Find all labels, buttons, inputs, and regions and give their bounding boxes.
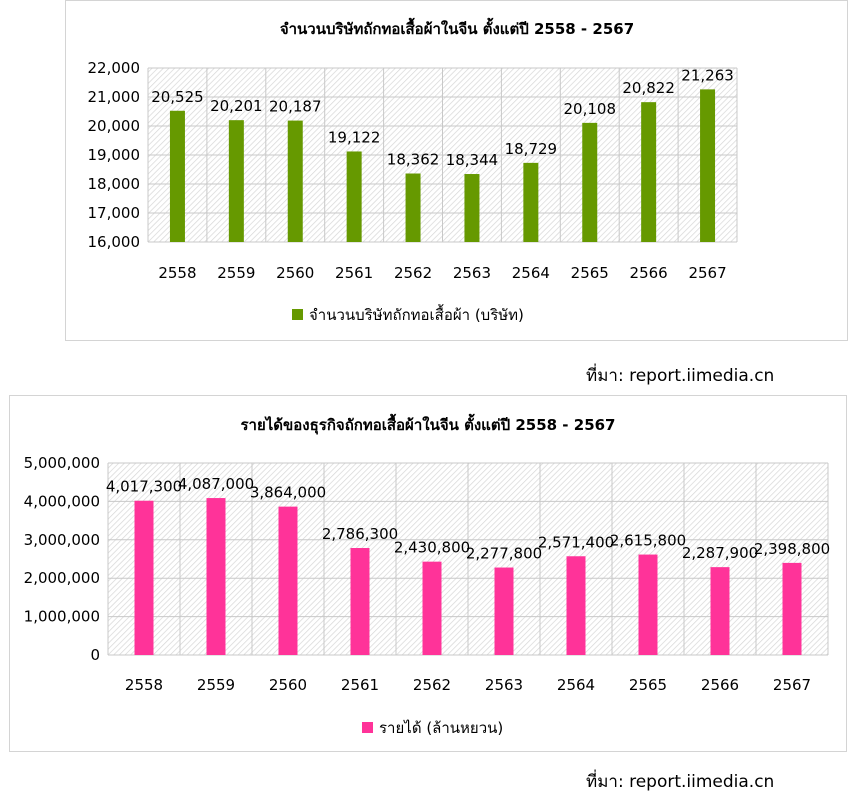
x-tick-label: 2563 xyxy=(485,676,523,694)
data-label: 3,864,000 xyxy=(250,484,326,502)
data-label: 18,729 xyxy=(505,140,558,158)
x-tick-label: 2559 xyxy=(217,264,255,282)
y-tick-label: 18,000 xyxy=(88,175,141,193)
data-label: 2,398,800 xyxy=(754,540,830,558)
bar xyxy=(566,556,586,655)
data-label: 21,263 xyxy=(681,66,734,84)
y-tick-label: 0 xyxy=(90,646,100,664)
data-label: 4,087,000 xyxy=(178,475,254,493)
y-tick-label: 21,000 xyxy=(88,88,141,106)
x-tick-label: 2562 xyxy=(413,676,451,694)
bar xyxy=(710,567,730,655)
bar xyxy=(228,120,244,242)
chart-company-count-svg: จำนวนบริษัทถักทอเสื้อผ้าในจีน ตั้งแต่ปี … xyxy=(88,17,738,324)
data-label: 19,122 xyxy=(328,128,381,146)
x-tick-label: 2559 xyxy=(197,676,235,694)
data-label: 18,344 xyxy=(446,151,499,169)
legend-label: จำนวนบริษัทถักทอเสื้อผ้า (บริษัท) xyxy=(309,304,524,324)
x-tick-label: 2563 xyxy=(453,264,491,282)
y-tick-label: 2,000,000 xyxy=(24,569,100,587)
data-label: 18,362 xyxy=(387,151,440,169)
bar xyxy=(350,548,370,655)
bar xyxy=(287,120,303,242)
y-tick-label: 16,000 xyxy=(88,233,141,251)
bar xyxy=(638,554,658,655)
y-tick-label: 4,000,000 xyxy=(24,492,100,510)
bar xyxy=(782,562,802,655)
bar xyxy=(641,102,657,242)
x-tick-label: 2560 xyxy=(269,676,307,694)
data-label: 2,786,300 xyxy=(322,525,398,543)
bar xyxy=(278,506,298,655)
chart-title: รายได้ของธุรกิจถักทอเสื้อผ้าในจีน ตั้งแต… xyxy=(240,413,615,435)
legend-swatch xyxy=(292,309,303,320)
x-tick-label: 2562 xyxy=(394,264,432,282)
x-tick-label: 2561 xyxy=(341,676,379,694)
x-tick-label: 2566 xyxy=(630,264,668,282)
x-tick-label: 2558 xyxy=(125,676,163,694)
data-label: 20,201 xyxy=(210,97,263,115)
bar xyxy=(494,567,514,655)
bar xyxy=(169,110,185,243)
legend-label: รายได้ (ล้านหยวน) xyxy=(379,719,503,737)
y-tick-label: 20,000 xyxy=(88,117,141,135)
y-tick-label: 17,000 xyxy=(88,204,141,222)
x-tick-label: 2564 xyxy=(557,676,595,694)
x-tick-label: 2560 xyxy=(276,264,314,282)
y-tick-label: 1,000,000 xyxy=(24,608,100,626)
x-tick-label: 2561 xyxy=(335,264,373,282)
bar xyxy=(464,174,480,242)
data-label: 2,277,800 xyxy=(466,545,542,563)
y-tick-label: 5,000,000 xyxy=(24,454,100,472)
data-label: 20,525 xyxy=(151,88,204,106)
chart-revenue-svg: รายได้ของธุรกิจถักทอเสื้อผ้าในจีน ตั้งแต… xyxy=(24,413,831,737)
x-tick-label: 2565 xyxy=(629,676,667,694)
chart-title: จำนวนบริษัทถักทอเสื้อผ้าในจีน ตั้งแต่ปี … xyxy=(280,17,634,38)
data-label: 20,822 xyxy=(622,79,675,97)
bar xyxy=(422,561,442,655)
data-label: 4,017,300 xyxy=(106,478,182,496)
bar xyxy=(405,173,421,242)
x-tick-label: 2565 xyxy=(571,264,609,282)
bar xyxy=(206,498,226,655)
data-label: 20,187 xyxy=(269,98,322,116)
bar xyxy=(134,500,154,655)
source-note: ที่มา: report.iimedia.cn xyxy=(586,772,775,792)
x-tick-label: 2567 xyxy=(688,264,726,282)
bar xyxy=(700,89,716,242)
y-tick-label: 3,000,000 xyxy=(24,531,100,549)
chart-company-count: จำนวนบริษัทถักทอเสื้อผ้าในจีน ตั้งแต่ปี … xyxy=(65,0,848,341)
data-label: 2,571,400 xyxy=(538,533,614,551)
x-tick-label: 2564 xyxy=(512,264,550,282)
bar xyxy=(523,162,539,242)
x-tick-label: 2558 xyxy=(158,264,196,282)
y-tick-label: 19,000 xyxy=(88,146,141,164)
chart-revenue: รายได้ของธุรกิจถักทอเสื้อผ้าในจีน ตั้งแต… xyxy=(9,395,847,752)
source-note: ที่มา: report.iimedia.cn xyxy=(586,366,775,386)
data-label: 2,430,800 xyxy=(394,539,470,557)
data-label: 2,287,900 xyxy=(682,544,758,562)
y-tick-label: 22,000 xyxy=(88,59,141,77)
bar xyxy=(582,122,598,242)
legend-swatch xyxy=(362,722,373,733)
data-label: 2,615,800 xyxy=(610,532,686,550)
x-tick-label: 2567 xyxy=(773,676,811,694)
data-label: 20,108 xyxy=(564,100,617,118)
x-tick-label: 2566 xyxy=(701,676,739,694)
bar xyxy=(346,151,362,242)
